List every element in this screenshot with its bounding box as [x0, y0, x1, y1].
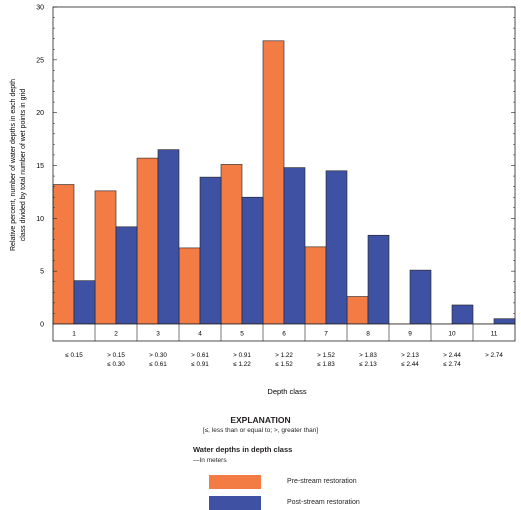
range-label-3-line2: ≤ 0.61 [149, 361, 167, 368]
category-strip [52, 323, 516, 342]
legend-title: EXPLANATION [230, 415, 291, 425]
category-label-9: 9 [408, 331, 412, 338]
range-label-9-line1: > 2.13 [401, 352, 419, 359]
bar-pre-6 [262, 40, 285, 325]
range-label-2-line2: ≤ 0.30 [107, 361, 125, 368]
bar-pre-2 [94, 190, 117, 325]
bar-post-5 [241, 196, 264, 325]
range-label-4-line2: ≤ 0.91 [191, 361, 209, 368]
bar-post-9 [409, 269, 432, 325]
range-label-7-line1: > 1.52 [317, 352, 335, 359]
legend-swatch-post [209, 496, 261, 510]
bar-pre-7 [304, 246, 327, 325]
bar-post-7 [325, 170, 348, 325]
y-tick-label: 0 [40, 322, 44, 329]
legend-note: [≤, less than or equal to; >, greater th… [202, 427, 319, 434]
y-tick-label: 5 [40, 269, 44, 276]
category-label-10: 10 [448, 331, 456, 338]
bar-post-10 [451, 304, 474, 325]
category-label-2: 2 [114, 331, 118, 338]
range-label-6-line1: > 1.22 [275, 352, 293, 359]
range-label-11-line1: > 2.74 [485, 352, 503, 359]
range-label-10-line2: ≤ 2.74 [443, 361, 461, 368]
bar-post-2 [115, 226, 138, 325]
bar-pre-3 [136, 157, 159, 325]
range-label-10-line1: > 2.44 [443, 352, 461, 359]
y-axis-label-line2: class divided by total number of wet poi… [20, 89, 27, 242]
bar-post-8 [367, 234, 390, 325]
range-label-9-line2: ≤ 2.44 [401, 361, 419, 368]
y-tick-label: 30 [36, 5, 44, 12]
legend-subheading: —In meters [193, 457, 227, 464]
y-tick-label: 15 [36, 163, 44, 170]
legend-label-post: Post-stream restoration [287, 499, 360, 506]
category-label-11: 11 [491, 331, 498, 338]
range-label-3-line1: > 0.30 [149, 352, 167, 359]
x-axis-label: Depth class [267, 387, 306, 396]
range-label-7-line2: ≤ 1.83 [317, 361, 335, 368]
range-label-8-line1: > 1.83 [359, 352, 377, 359]
range-label-5-line2: ≤ 1.22 [233, 361, 251, 368]
bar-post-4 [199, 176, 222, 325]
y-tick-label: 25 [36, 57, 44, 64]
y-tick-label: 20 [36, 110, 44, 117]
category-label-4: 4 [198, 331, 202, 338]
legend-swatch-pre [209, 475, 261, 489]
depth-class-bar-chart: 0 5 10 15 20 25 30 1 ≤ 0.15 2 > 0.15 ≤ 0.30 3 > 0.30 ≤… [10, 5, 516, 396]
range-label-2-line1: > 0.15 [107, 352, 125, 359]
bars [52, 40, 516, 325]
category-label-1: 1 [72, 331, 76, 338]
category-label-6: 6 [282, 331, 286, 338]
y-axis-label-line1: Relative percent, number of water depths… [10, 79, 17, 251]
bar-post-1 [73, 280, 96, 325]
bar-pre-5 [220, 164, 243, 325]
category-label-7: 7 [324, 331, 328, 338]
range-label-8-line2: ≤ 2.13 [359, 361, 377, 368]
bar-post-11 [493, 318, 516, 325]
legend-label-pre: Pre-stream restoration [287, 478, 357, 485]
range-label-4-line1: > 0.61 [191, 352, 209, 359]
bar-pre-1 [52, 184, 75, 325]
category-label-8: 8 [366, 331, 370, 338]
range-label-6-line2: ≤ 1.52 [275, 361, 293, 368]
bar-pre-4 [178, 247, 201, 325]
bar-post-6 [283, 167, 306, 325]
legend-heading: Water depths in depth class [193, 445, 293, 454]
category-label-3: 3 [156, 331, 160, 338]
bar-pre-8 [346, 296, 369, 325]
range-label-5-line1: > 0.91 [233, 352, 251, 359]
axes: 0 5 10 15 20 25 30 1 ≤ 0.15 2 > 0.15 ≤ 0.30 3 > 0.30 ≤… [36, 5, 516, 368]
range-label-1-line1: ≤ 0.15 [65, 352, 83, 359]
bar-post-3 [157, 149, 180, 325]
y-tick-label: 10 [36, 216, 44, 223]
category-label-5: 5 [240, 331, 244, 338]
